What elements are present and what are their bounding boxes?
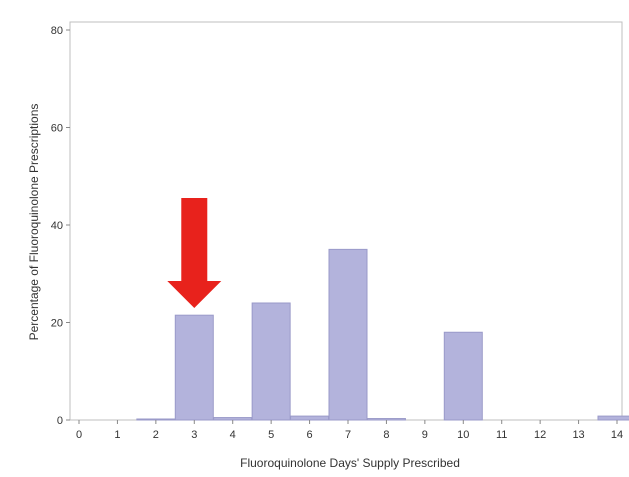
x-tick-label: 10 <box>457 429 469 441</box>
y-tick-label: 20 <box>51 318 63 330</box>
bar-day-10 <box>443 331 483 421</box>
x-tick-label: 6 <box>307 429 313 441</box>
y-axis-title: Percentage of Fluoroquinolone Prescripti… <box>27 104 41 341</box>
bars <box>136 248 629 421</box>
bar-day-5 <box>251 302 291 421</box>
bar-day-2 <box>136 418 176 421</box>
x-tick-label: 13 <box>572 429 584 441</box>
y-axis-ticks: 0 20 40 60 80 <box>51 25 70 427</box>
y-tick-label: 80 <box>51 25 63 37</box>
bar-day-8 <box>366 418 406 421</box>
y-tick-label: 0 <box>57 415 63 427</box>
x-tick-label: 12 <box>534 429 546 441</box>
y-tick-label: 60 <box>51 123 63 135</box>
x-tick-label: 7 <box>345 429 351 441</box>
bar-day-14 <box>597 415 629 421</box>
x-tick-label: 9 <box>422 429 428 441</box>
x-tick-label: 4 <box>230 429 236 441</box>
x-tick-label: 11 <box>496 429 507 441</box>
x-tick-label: 2 <box>153 429 159 441</box>
red-arrow-annotation <box>167 198 222 308</box>
x-axis-title: Fluoroquinolone Days' Supply Prescribed <box>240 456 460 470</box>
x-tick-label: 0 <box>76 429 82 441</box>
x-axis-ticks: 0 1 2 3 4 5 6 7 8 9 10 11 12 13 14 <box>76 420 623 441</box>
x-tick-label: 3 <box>191 429 197 441</box>
x-tick-label: 8 <box>383 429 389 441</box>
y-tick-label: 40 <box>51 220 63 232</box>
bar-day-7 <box>328 248 368 421</box>
bar-day-6 <box>290 415 330 421</box>
x-tick-label: 14 <box>611 429 623 441</box>
x-tick-label: 1 <box>114 429 120 441</box>
bar-day-4 <box>213 417 253 421</box>
bar-day-3 <box>174 314 214 421</box>
x-tick-label: 5 <box>268 429 274 441</box>
